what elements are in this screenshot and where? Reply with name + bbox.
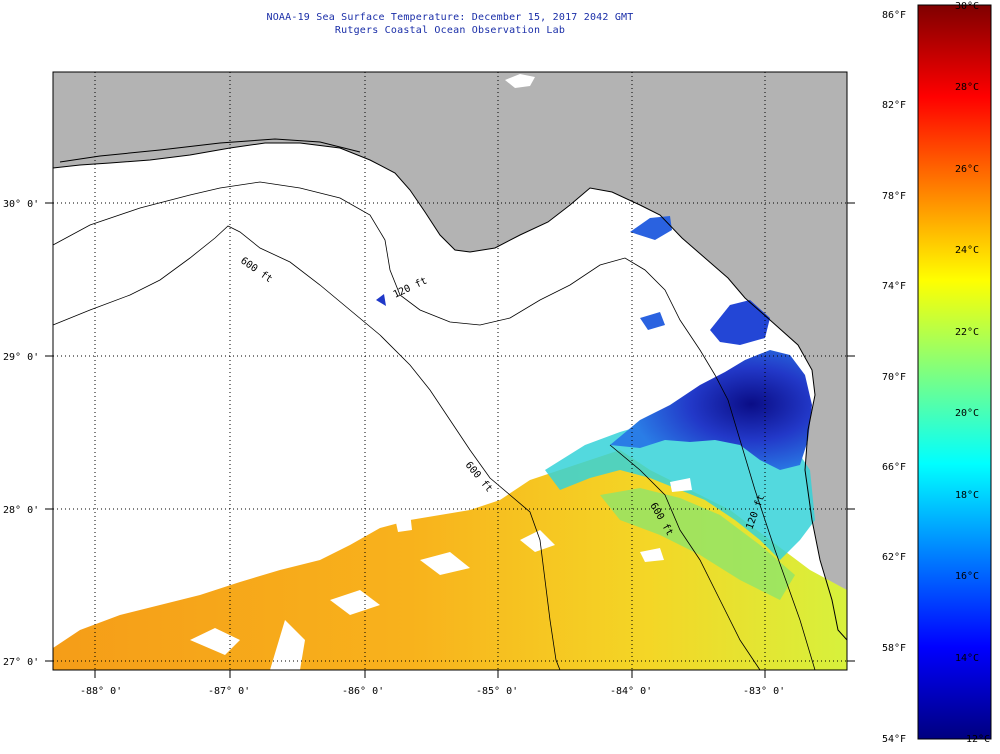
lon-label: -84° 0': [610, 686, 652, 697]
colorbar-f-label: 70°F: [882, 372, 906, 383]
colorbar-c-label: 12°C: [966, 734, 990, 745]
cloud-patch: [395, 512, 412, 532]
cloud-patch: [160, 580, 178, 593]
colorbar-f-label: 86°F: [882, 10, 906, 21]
lon-label: -85° 0': [476, 686, 518, 697]
colorbar-f-label: 78°F: [882, 191, 906, 202]
colorbar-c-label: 28°C: [955, 82, 979, 93]
sst-green-band: [600, 488, 795, 600]
cloud-patch: [190, 628, 240, 655]
colorbar-f-label: 74°F: [882, 281, 906, 292]
lat-label: 27° 0': [3, 657, 39, 668]
isobath-600ft: [52, 225, 561, 671]
cloud-patch: [670, 478, 692, 492]
axis-ticks: [45, 202, 855, 678]
lat-label: 28° 0': [3, 505, 39, 516]
map-layers: [53, 72, 847, 670]
lat-label: 30° 0': [3, 199, 39, 210]
colorbar-c-label: 14°C: [955, 653, 979, 664]
lat-label: 29° 0': [3, 352, 39, 363]
colorbar-c-label: 26°C: [955, 164, 979, 175]
colorbar-f-label: 62°F: [882, 552, 906, 563]
map-title: NOAA-19 Sea Surface Temperature: Decembe…: [266, 12, 634, 23]
lon-label: -86° 0': [342, 686, 384, 697]
graticule: [53, 72, 847, 670]
isobath-120ft: [52, 181, 816, 671]
isobath-contours: [52, 181, 816, 671]
sst-cold-patch: [710, 300, 770, 345]
sst-cold-region: [610, 350, 812, 470]
colorbar-c-label: 24°C: [955, 245, 979, 256]
colorbar-c-label: 20°C: [955, 408, 979, 419]
cloud-patch: [520, 530, 555, 552]
coastline: [52, 142, 848, 641]
cloud-patch: [270, 620, 305, 670]
colorbar-c-label: 30°C: [955, 1, 979, 12]
colorbar: [917, 4, 992, 740]
colorbar-c-label: 22°C: [955, 327, 979, 338]
land-area: [53, 72, 847, 640]
land-lake: [505, 74, 535, 88]
lon-label: -88° 0': [80, 686, 122, 697]
sst-cold-patch: [630, 216, 672, 240]
map-frame: [52, 71, 848, 671]
colorbar-f-label: 54°F: [882, 734, 906, 745]
isobath-600ft-east: [609, 444, 761, 671]
colorbar-f-label: 82°F: [882, 100, 906, 111]
sst-cold-patch: [640, 312, 665, 330]
colorbar-c-label: 18°C: [955, 490, 979, 501]
colorbar-c-label: 16°C: [955, 571, 979, 582]
cloud-patch: [330, 590, 380, 615]
sst-cold-patch: [376, 294, 386, 306]
colorbar-f-label: 66°F: [882, 462, 906, 473]
lon-label: -83° 0': [743, 686, 785, 697]
map-subtitle: Rutgers Coastal Ocean Observation Lab: [334, 25, 566, 36]
barrier-island: [59, 138, 361, 163]
cloud-patch: [640, 548, 664, 562]
colorbar-f-label: 58°F: [882, 643, 906, 654]
cloud-patch: [420, 552, 470, 575]
lon-label: -87° 0': [208, 686, 250, 697]
